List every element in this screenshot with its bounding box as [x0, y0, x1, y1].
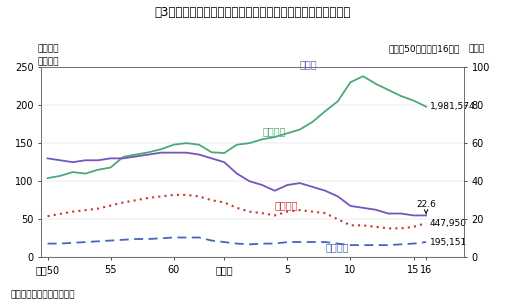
Text: 447,950: 447,950 — [430, 219, 467, 227]
Text: 22.6: 22.6 — [416, 200, 436, 214]
Text: （％）: （％） — [468, 44, 484, 53]
Text: 検挙率: 検挙率 — [300, 59, 318, 69]
Text: （万件）: （万件） — [37, 44, 59, 53]
Text: 1,981,574: 1,981,574 — [430, 102, 476, 111]
Text: 認知件数: 認知件数 — [262, 126, 286, 136]
Text: 検挙人員: 検挙人員 — [325, 242, 348, 252]
Text: 検挙件数: 検挙件数 — [275, 201, 298, 210]
Text: 第3図　窃盗の認知件数・検挙件数・検挙人員・検挙率の推移: 第3図 窃盗の認知件数・検挙件数・検挙人員・検挙率の推移 — [155, 6, 350, 19]
Text: 注　警察庁の統計による。: 注 警察庁の統計による。 — [10, 290, 75, 299]
Text: （万人）: （万人） — [37, 58, 59, 66]
Text: （昭和50年～平成16年）: （昭和50年～平成16年） — [388, 44, 460, 53]
Text: 195,151: 195,151 — [430, 238, 467, 246]
